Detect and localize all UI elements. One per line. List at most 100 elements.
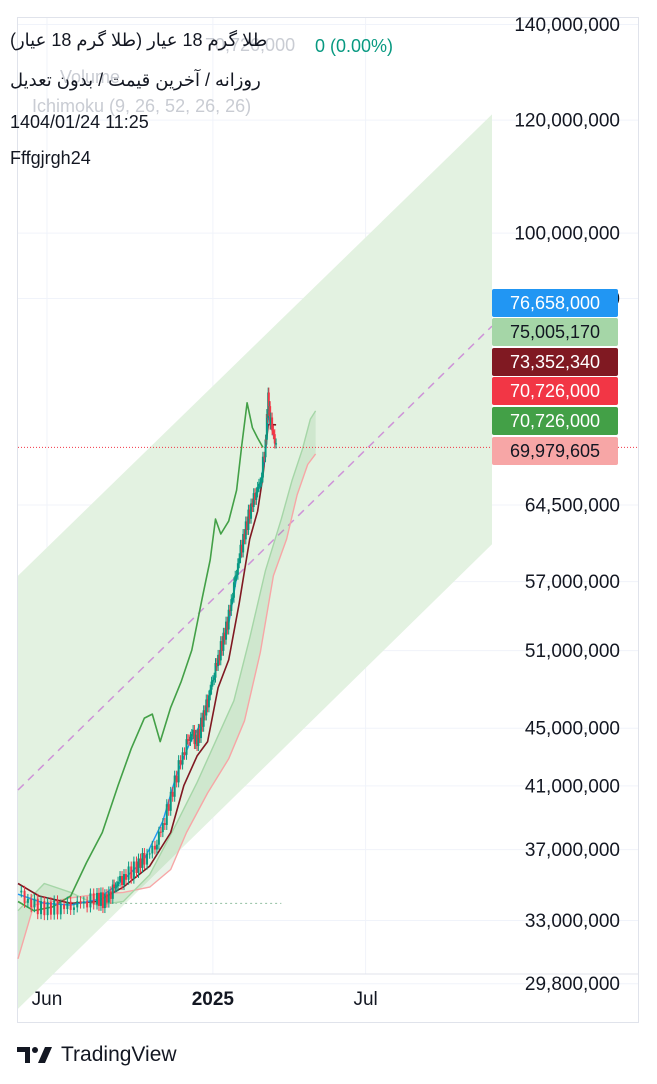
tradingview-footer[interactable]: TradingView <box>17 1040 177 1070</box>
ichimoku-label: Ichimoku (9, 26, 52, 26, 26) <box>32 96 252 116</box>
candle-body <box>53 900 56 915</box>
candle-body <box>221 641 224 651</box>
time-axis[interactable]: Jun 2025 Jul <box>32 989 378 1010</box>
candle-body <box>59 904 62 915</box>
candle-body <box>185 739 188 755</box>
candle-body <box>115 886 118 888</box>
candle-body <box>218 654 221 661</box>
candle-body <box>211 680 214 682</box>
candle-body <box>30 898 33 908</box>
candle-body <box>250 503 253 519</box>
time-tick-label: 2025 <box>192 989 235 1010</box>
tradingview-logo-icon <box>17 1047 52 1063</box>
candle-body <box>159 831 162 833</box>
volume-label: Volume <box>60 67 121 87</box>
candle-body <box>246 521 249 530</box>
candle-body <box>248 509 251 519</box>
candle-body <box>263 456 266 458</box>
price-tick-label: 37,000,000 <box>525 840 620 861</box>
candle-body <box>36 898 39 915</box>
price-tick-label: 100,000,000 <box>514 224 620 245</box>
candle-body <box>114 887 117 889</box>
time-tick-label: Jul <box>353 989 377 1010</box>
parallel-channel[interactable] <box>17 114 493 1009</box>
candle-body <box>238 558 241 564</box>
candle-body <box>121 876 124 886</box>
candle-body <box>130 866 133 879</box>
candle-body <box>271 417 274 431</box>
candle-body <box>86 901 89 908</box>
candle-body <box>265 413 268 440</box>
candle-body <box>234 575 237 583</box>
tradingview-brand: TradingView <box>61 1043 177 1066</box>
price-axis[interactable]: 140,000,000120,000,000100,000,00090,000,… <box>514 15 620 995</box>
candle-body <box>240 544 243 553</box>
price-tick-label: 33,000,000 <box>525 911 620 932</box>
candle-body <box>143 853 146 865</box>
candle-body <box>251 503 254 508</box>
price-badge: 70,726,000 <box>492 377 618 405</box>
candle-body <box>219 641 222 661</box>
candle-body <box>167 804 170 811</box>
candle-body <box>247 509 250 530</box>
author-name: Fffgjrgh24 <box>10 148 91 168</box>
candle-body <box>179 760 182 765</box>
candle-body <box>177 760 180 783</box>
candles-layer <box>20 387 278 921</box>
candle-body <box>43 901 46 916</box>
candle-body <box>169 791 172 811</box>
symbol-title[interactable]: طلا گرم 18 عیار (طلا گرم 18 عیار) <box>10 30 268 50</box>
candle-body <box>269 406 272 425</box>
candle-body <box>99 892 102 906</box>
candle-body <box>259 482 262 484</box>
candle-body <box>197 728 200 747</box>
price-tick-label: 120,000,000 <box>514 111 620 132</box>
candle-body <box>132 861 135 879</box>
candle-body <box>155 844 158 850</box>
candle-body <box>63 904 66 910</box>
cloud-fill <box>18 410 316 959</box>
candle-body <box>66 901 69 910</box>
candle-body <box>20 890 23 893</box>
candle-body <box>239 544 242 559</box>
candle-body <box>205 699 208 716</box>
price-tick-label: 29,800,000 <box>525 974 620 995</box>
candle-body <box>109 891 112 899</box>
candle-body <box>122 874 125 886</box>
candle-body <box>269 417 272 425</box>
candle-body <box>243 533 246 540</box>
faded-price-fragment: 70,726,000 <box>205 35 296 55</box>
chart-frame[interactable] <box>17 17 639 1023</box>
candle-body <box>183 752 186 755</box>
candle-body <box>181 752 184 765</box>
candle-body <box>46 902 49 916</box>
candle-body <box>203 710 206 716</box>
candle-body <box>202 710 205 727</box>
candle-body <box>235 574 238 576</box>
candle-body <box>146 853 149 865</box>
candle-body <box>214 663 217 678</box>
price-badge: 73,352,340 <box>492 348 618 376</box>
candle-body <box>223 632 226 640</box>
candle-body <box>209 689 212 696</box>
candle-body <box>192 729 195 734</box>
candle-body <box>165 804 168 825</box>
price-tick-label: 51,000,000 <box>525 641 620 662</box>
candle-body <box>72 907 75 910</box>
candle-body <box>232 582 235 598</box>
candle-body <box>242 533 245 553</box>
candle-body <box>230 599 233 611</box>
candle-body <box>171 791 174 797</box>
candle-body <box>231 597 234 600</box>
candle-body <box>257 483 260 487</box>
candle-body <box>225 621 228 640</box>
candle-body <box>151 845 154 854</box>
candle-body <box>190 733 193 737</box>
price-badge: 75,005,170 <box>492 318 618 346</box>
candle-body <box>163 823 166 825</box>
candle-body <box>265 439 268 441</box>
candle-body <box>267 392 270 411</box>
candle-body <box>255 492 258 500</box>
lagging-line <box>17 402 264 912</box>
